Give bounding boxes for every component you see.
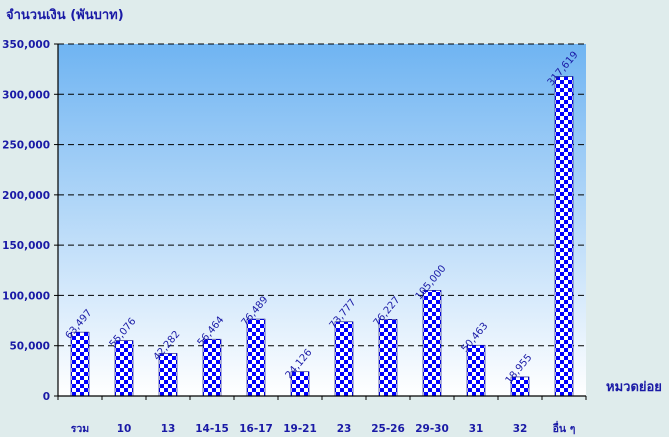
x-tick-label: รวม xyxy=(71,423,90,435)
x-tick-label: 31 xyxy=(469,423,484,435)
plot-area xyxy=(58,44,586,396)
x-tick-labels: รวม 10 13 14-15 16-17 19-21 23 25-26 29-30 31 32 อื… xyxy=(71,420,576,435)
axes xyxy=(54,43,587,400)
x-tick-label: 25-26 xyxy=(371,423,405,435)
y-axis-label: จำนวนเงิน (พันบาท) xyxy=(6,7,124,23)
y-tick-label: 350,000 xyxy=(2,39,50,51)
y-tick-label: 50,000 xyxy=(9,341,50,353)
y-tick-label: 150,000 xyxy=(2,240,50,252)
x-tick-label: 10 xyxy=(117,423,132,435)
y-tick-label: 200,000 xyxy=(2,190,50,202)
bar xyxy=(202,338,222,397)
bar xyxy=(554,76,574,397)
x-tick-label: 29-30 xyxy=(415,423,449,435)
bar xyxy=(422,290,442,397)
y-tick-label: 100,000 xyxy=(2,290,50,302)
y-tick-label: 0 xyxy=(43,391,50,403)
bar xyxy=(114,340,134,397)
x-tick-label: 19-21 xyxy=(283,423,317,435)
bar xyxy=(334,321,354,397)
bar xyxy=(246,318,266,397)
bar xyxy=(466,344,486,397)
y-tick-label: 250,000 xyxy=(2,140,50,152)
x-axis-label: หมวดย่อย xyxy=(606,380,662,395)
bar xyxy=(378,319,398,397)
x-tick-label: 14-15 xyxy=(195,423,229,435)
bars xyxy=(70,76,574,397)
bar xyxy=(70,331,90,397)
x-tick-label: 16-17 xyxy=(239,423,273,435)
x-tick-label: อื่น ๆ xyxy=(553,420,576,435)
y-tick-label: 300,000 xyxy=(2,89,50,101)
y-tick-labels: 0 50,000 100,000 150,000 200,000 250,000 300,0… xyxy=(2,39,50,403)
gridlines xyxy=(58,43,586,347)
x-tick-label: 13 xyxy=(161,423,176,435)
x-tick-label: 23 xyxy=(337,423,352,435)
x-tick-label: 32 xyxy=(513,423,528,435)
